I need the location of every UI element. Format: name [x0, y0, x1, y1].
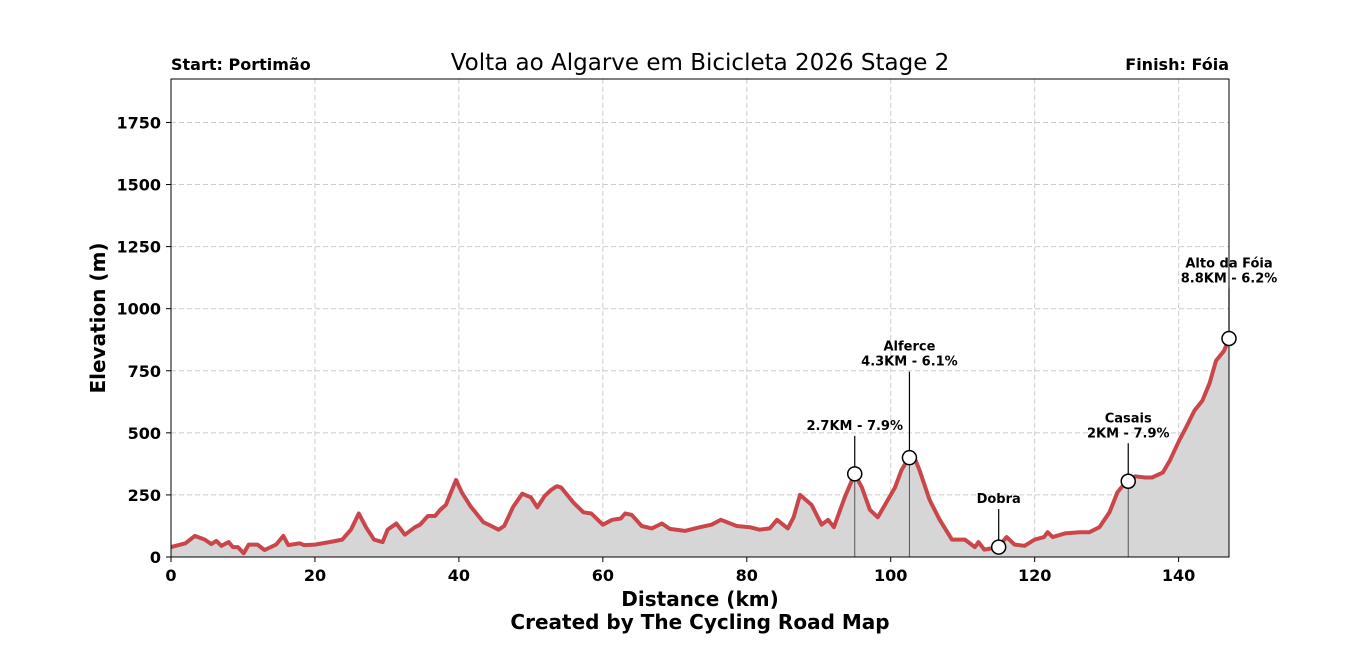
annotation-detail: 2KM - 7.9%	[1087, 426, 1170, 441]
x-tick-label: 60	[592, 566, 614, 585]
y-tick-label: 750	[128, 362, 161, 381]
x-tick-label: 140	[1162, 566, 1195, 585]
x-tick-label: 0	[165, 566, 176, 585]
climb-marker	[990, 539, 1007, 555]
y-tick-label: 1500	[116, 176, 161, 195]
y-tick-label: 1250	[116, 238, 161, 257]
footer-credit: Created by The Cycling Road Map	[510, 610, 889, 634]
annotation-name: Alto da Fóia	[1185, 256, 1272, 271]
annotation-name: Alferce	[883, 340, 935, 355]
x-tick-label: 80	[736, 566, 758, 585]
annotation-name: Dobra	[977, 492, 1021, 507]
y-tick-label: 1000	[116, 300, 161, 319]
annotation-name: Casais	[1105, 411, 1152, 426]
x-tick-label: 20	[304, 566, 326, 585]
y-axis-label: Elevation (m)	[86, 242, 110, 393]
start-label: Start: Portimão	[171, 55, 311, 74]
annotation-detail: 8.8KM - 6.2%	[1181, 271, 1278, 286]
x-tick-label: 100	[874, 566, 907, 585]
climb-marker	[846, 466, 863, 482]
y-tick-label: 1750	[116, 113, 161, 132]
x-tick-label: 120	[1018, 566, 1051, 585]
finish-label: Finish: Fóia	[1125, 55, 1229, 74]
elevation-line	[170, 337, 1231, 556]
y-tick-label: 250	[128, 486, 161, 505]
annotation-detail: 4.3KM - 6.1%	[861, 355, 958, 370]
climb-marker	[901, 449, 918, 466]
x-axis-label: Distance (km)	[621, 587, 778, 611]
y-tick-label: 0	[150, 548, 161, 567]
climb-marker	[1221, 330, 1237, 347]
elevation-area-fill	[171, 338, 1229, 557]
axis-ticks: 0 20 40 60 80 100 120 140 0 250 500 750 1000 1250 1500…	[116, 113, 1195, 585]
y-tick-label: 500	[128, 424, 161, 443]
climb-drop-lines	[854, 457, 1129, 557]
plot-frame	[170, 78, 1230, 558]
annotation-detail: 2.7KM - 7.9%	[806, 419, 903, 434]
x-tick-label: 40	[448, 566, 470, 585]
climb-marker	[1120, 473, 1136, 490]
chart-title: Volta ao Algarve em Bicicleta 2026 Stage…	[451, 50, 950, 76]
grid	[170, 79, 1229, 558]
